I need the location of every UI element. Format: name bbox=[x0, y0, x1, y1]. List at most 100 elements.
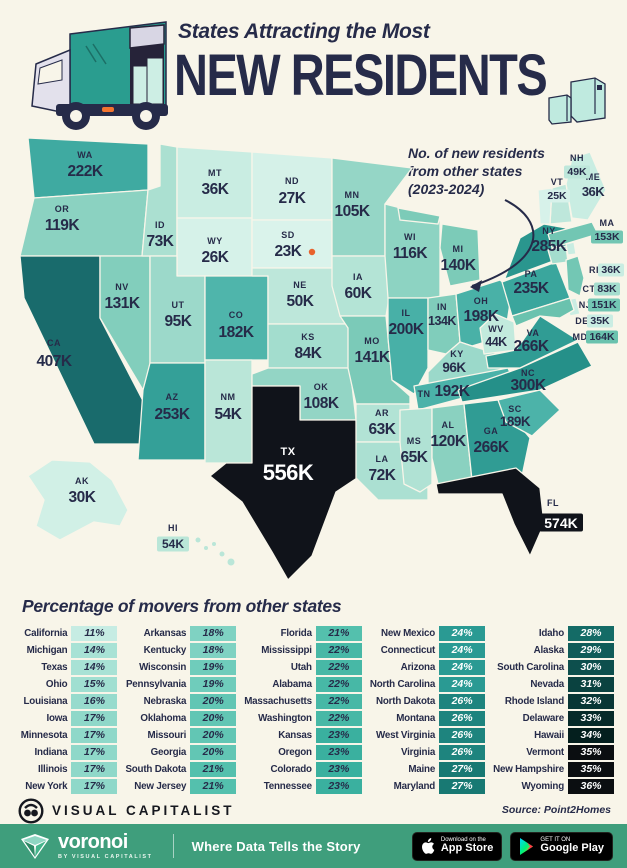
table-pct-cell: 18% bbox=[190, 626, 237, 641]
table-pct-cell: 23% bbox=[315, 745, 362, 760]
state-shape-hi-island bbox=[219, 551, 225, 557]
state-value-badge-ma bbox=[591, 230, 623, 244]
annotation-arrow bbox=[471, 199, 535, 287]
table-pct-cell: 19% bbox=[190, 677, 237, 692]
table-state-name: Louisiana bbox=[23, 696, 68, 707]
state-abbr-il: IL bbox=[402, 308, 411, 318]
table-state-name: New Mexico bbox=[381, 628, 436, 639]
table-state-name: Rhode Island bbox=[504, 696, 564, 707]
table-pct-cell: 36% bbox=[568, 779, 614, 794]
table-state-name: Vermont bbox=[526, 747, 564, 758]
table-pct-cell: 22% bbox=[315, 660, 362, 675]
state-abbr-ca: CA bbox=[47, 338, 61, 348]
annotation-line-1: No. of new residents bbox=[408, 145, 545, 161]
state-abbr-sc: SC bbox=[508, 404, 522, 414]
table-state-name: Indiana bbox=[34, 747, 68, 758]
table-state-name: Virginia bbox=[400, 747, 436, 758]
state-value-il: 200K bbox=[388, 321, 424, 338]
table-row: Pennsylvania 19% bbox=[125, 677, 237, 692]
table-pct-cell: 22% bbox=[315, 711, 362, 726]
table-row: Indiana 17% bbox=[14, 745, 118, 760]
table-row: Oklahoma 20% bbox=[125, 711, 237, 726]
state-abbr-ar: AR bbox=[375, 408, 389, 418]
table-pct-cell: 26% bbox=[439, 711, 486, 726]
table-pct-cell: 26% bbox=[439, 694, 486, 709]
table-pct-cell: 24% bbox=[439, 643, 486, 658]
app-store-badge[interactable]: Download on the App Store bbox=[411, 831, 503, 861]
state-value-in: 134K bbox=[428, 314, 456, 328]
state-value-nj: 151K bbox=[591, 299, 617, 311]
table-pct-cell: 17% bbox=[71, 728, 118, 743]
state-value-fl: 574K bbox=[544, 515, 577, 531]
state-value-sd: 23K bbox=[275, 243, 303, 260]
state-abbr-id: ID bbox=[155, 220, 165, 230]
table-pct-cell: 28% bbox=[568, 626, 614, 641]
table-row: Idaho 28% bbox=[493, 626, 614, 641]
state-abbr-ms: MS bbox=[407, 436, 422, 446]
state-abbr-me: ME bbox=[586, 172, 601, 182]
table-row: Maine 27% bbox=[370, 762, 486, 777]
state-abbr-nv: NV bbox=[115, 282, 129, 292]
state-value-nh: 49K bbox=[567, 166, 587, 178]
table-state-name: Florida bbox=[280, 628, 312, 639]
state-shape-mi bbox=[439, 223, 481, 287]
table-state-name: Missouri bbox=[147, 730, 187, 741]
state-value-id: 73K bbox=[147, 233, 175, 250]
table-pct-cell: 29% bbox=[568, 643, 614, 658]
table-state-name: Georgia bbox=[150, 747, 187, 758]
state-value-badge-ct bbox=[594, 282, 620, 296]
annotation-line-3: (2023-2024) bbox=[408, 181, 485, 198]
state-value-nv: 131K bbox=[104, 295, 140, 312]
state-value-mn: 105K bbox=[334, 203, 370, 220]
table-row: Illinois 17% bbox=[14, 762, 118, 777]
table-row: Wisconsin 19% bbox=[125, 660, 237, 675]
state-abbr-wy: WY bbox=[207, 236, 223, 246]
table-column-2: Arkansas 18% Kentucky 18% Wisconsin 19% Pennsy… bbox=[125, 626, 237, 796]
state-shape-hi-island bbox=[212, 542, 216, 546]
state-value-badge-hi bbox=[157, 536, 189, 552]
table-state-name: North Dakota bbox=[375, 696, 436, 707]
table-row: Ohio 15% bbox=[14, 677, 118, 692]
table-pct-cell: 34% bbox=[568, 728, 614, 743]
source-note: Source: Point2Homes bbox=[501, 804, 611, 816]
state-abbr-nh: NH bbox=[570, 153, 584, 163]
state-abbr-vt: VT bbox=[551, 177, 564, 187]
table-row: Alaska 29% bbox=[493, 643, 614, 658]
state-value-de: 35K bbox=[590, 315, 610, 327]
state-abbr-la: LA bbox=[376, 454, 389, 464]
state-shape-wy bbox=[176, 217, 253, 277]
table-state-name: Maine bbox=[408, 764, 436, 775]
table-row: New Mexico 24% bbox=[370, 626, 486, 641]
state-value-az: 253K bbox=[154, 406, 190, 423]
table-row: Colorado 23% bbox=[244, 762, 362, 777]
table-row: Wyoming 36% bbox=[493, 779, 614, 794]
google-play-icon bbox=[520, 837, 534, 855]
table-pct-cell: 22% bbox=[315, 677, 362, 692]
state-abbr-ky: KY bbox=[450, 349, 464, 359]
table-pct-cell: 24% bbox=[439, 626, 486, 641]
google-play-badge[interactable]: GET IT ON Google Play bbox=[510, 831, 613, 861]
state-shape-md bbox=[511, 297, 575, 327]
table-state-name: Hawaii bbox=[534, 730, 564, 741]
table-state-name: New Hampshire bbox=[493, 764, 564, 775]
state-value-badge-fl bbox=[539, 513, 583, 532]
table-state-name: Alaska bbox=[533, 645, 565, 656]
state-abbr-al: AL bbox=[442, 420, 455, 430]
table-pct-cell: 27% bbox=[439, 762, 486, 777]
state-value-badge-ri bbox=[598, 263, 624, 277]
state-abbr-pa: PA bbox=[525, 269, 538, 279]
state-abbr-wv: WV bbox=[488, 324, 504, 334]
brand-row: VISUAL CAPITALIST Source: Point2Homes bbox=[0, 798, 627, 824]
table-state-name: Tennessee bbox=[263, 781, 312, 792]
table-state-name: Pennsylvania bbox=[125, 679, 187, 690]
sd-marker-dot bbox=[308, 248, 316, 256]
table-row: Hawaii 34% bbox=[493, 728, 614, 743]
state-shape-hi-island bbox=[227, 558, 235, 566]
table-pct-cell: 24% bbox=[439, 660, 486, 675]
footer-tagline: Where Data Tells the Story bbox=[191, 838, 361, 854]
state-abbr-ct: CT bbox=[583, 284, 596, 294]
state-abbr-hi: HI bbox=[168, 523, 178, 533]
table-pct-cell: 15% bbox=[71, 677, 118, 692]
state-abbr-ga: GA bbox=[484, 426, 499, 436]
table-row: Texas 14% bbox=[14, 660, 118, 675]
